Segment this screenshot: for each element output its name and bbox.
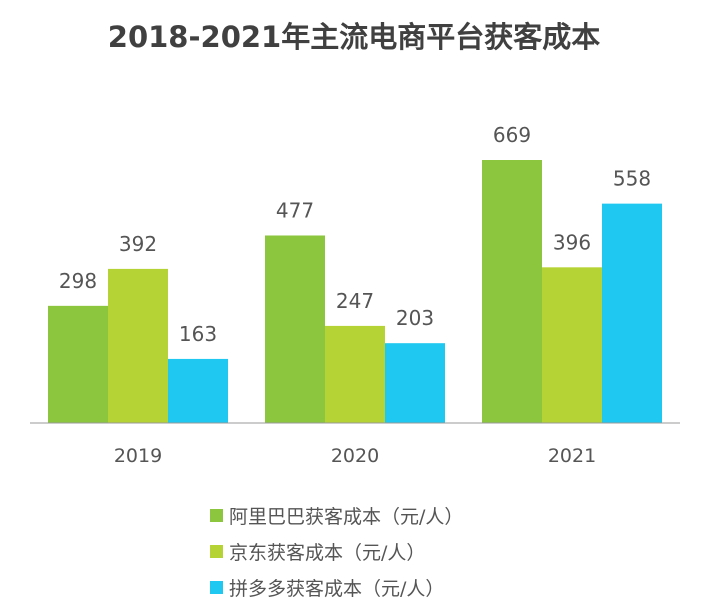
data-label: 298 (59, 269, 97, 293)
legend-item-pdd: 拼多多获客成本（元/人） (210, 574, 444, 601)
x-tick-label: 2019 (114, 445, 162, 467)
legend-item-jd: 京东获客成本（元/人） (210, 538, 425, 565)
chart-title: 2018-2021年主流电商平台获客成本 (107, 20, 601, 54)
legend-label: 京东获客成本（元/人） (229, 542, 426, 564)
legend-swatch (210, 545, 223, 558)
x-tick-label: 2021 (548, 445, 596, 467)
legend-swatch (210, 509, 223, 522)
bar (385, 343, 445, 423)
x-tick-label: 2020 (331, 445, 379, 467)
data-label: 392 (119, 232, 157, 256)
data-label: 477 (276, 198, 314, 222)
legend-label: 阿里巴巴获客成本（元/人） (229, 506, 464, 528)
data-label: 163 (179, 322, 217, 346)
bar (108, 268, 168, 423)
bar (265, 235, 325, 423)
data-label: 558 (613, 167, 651, 191)
bar (602, 203, 662, 423)
data-label: 247 (336, 289, 374, 313)
data-label: 203 (396, 306, 434, 330)
bar (325, 325, 385, 423)
bar (542, 267, 602, 423)
bar (482, 160, 542, 423)
legend-label: 拼多多获客成本（元/人） (229, 578, 445, 600)
data-label: 669 (493, 123, 531, 147)
data-label: 396 (553, 230, 591, 254)
legend-item-alibaba: 阿里巴巴获客成本（元/人） (210, 502, 463, 529)
bar (48, 305, 108, 423)
legend-swatch (210, 581, 223, 594)
bar (168, 358, 228, 423)
